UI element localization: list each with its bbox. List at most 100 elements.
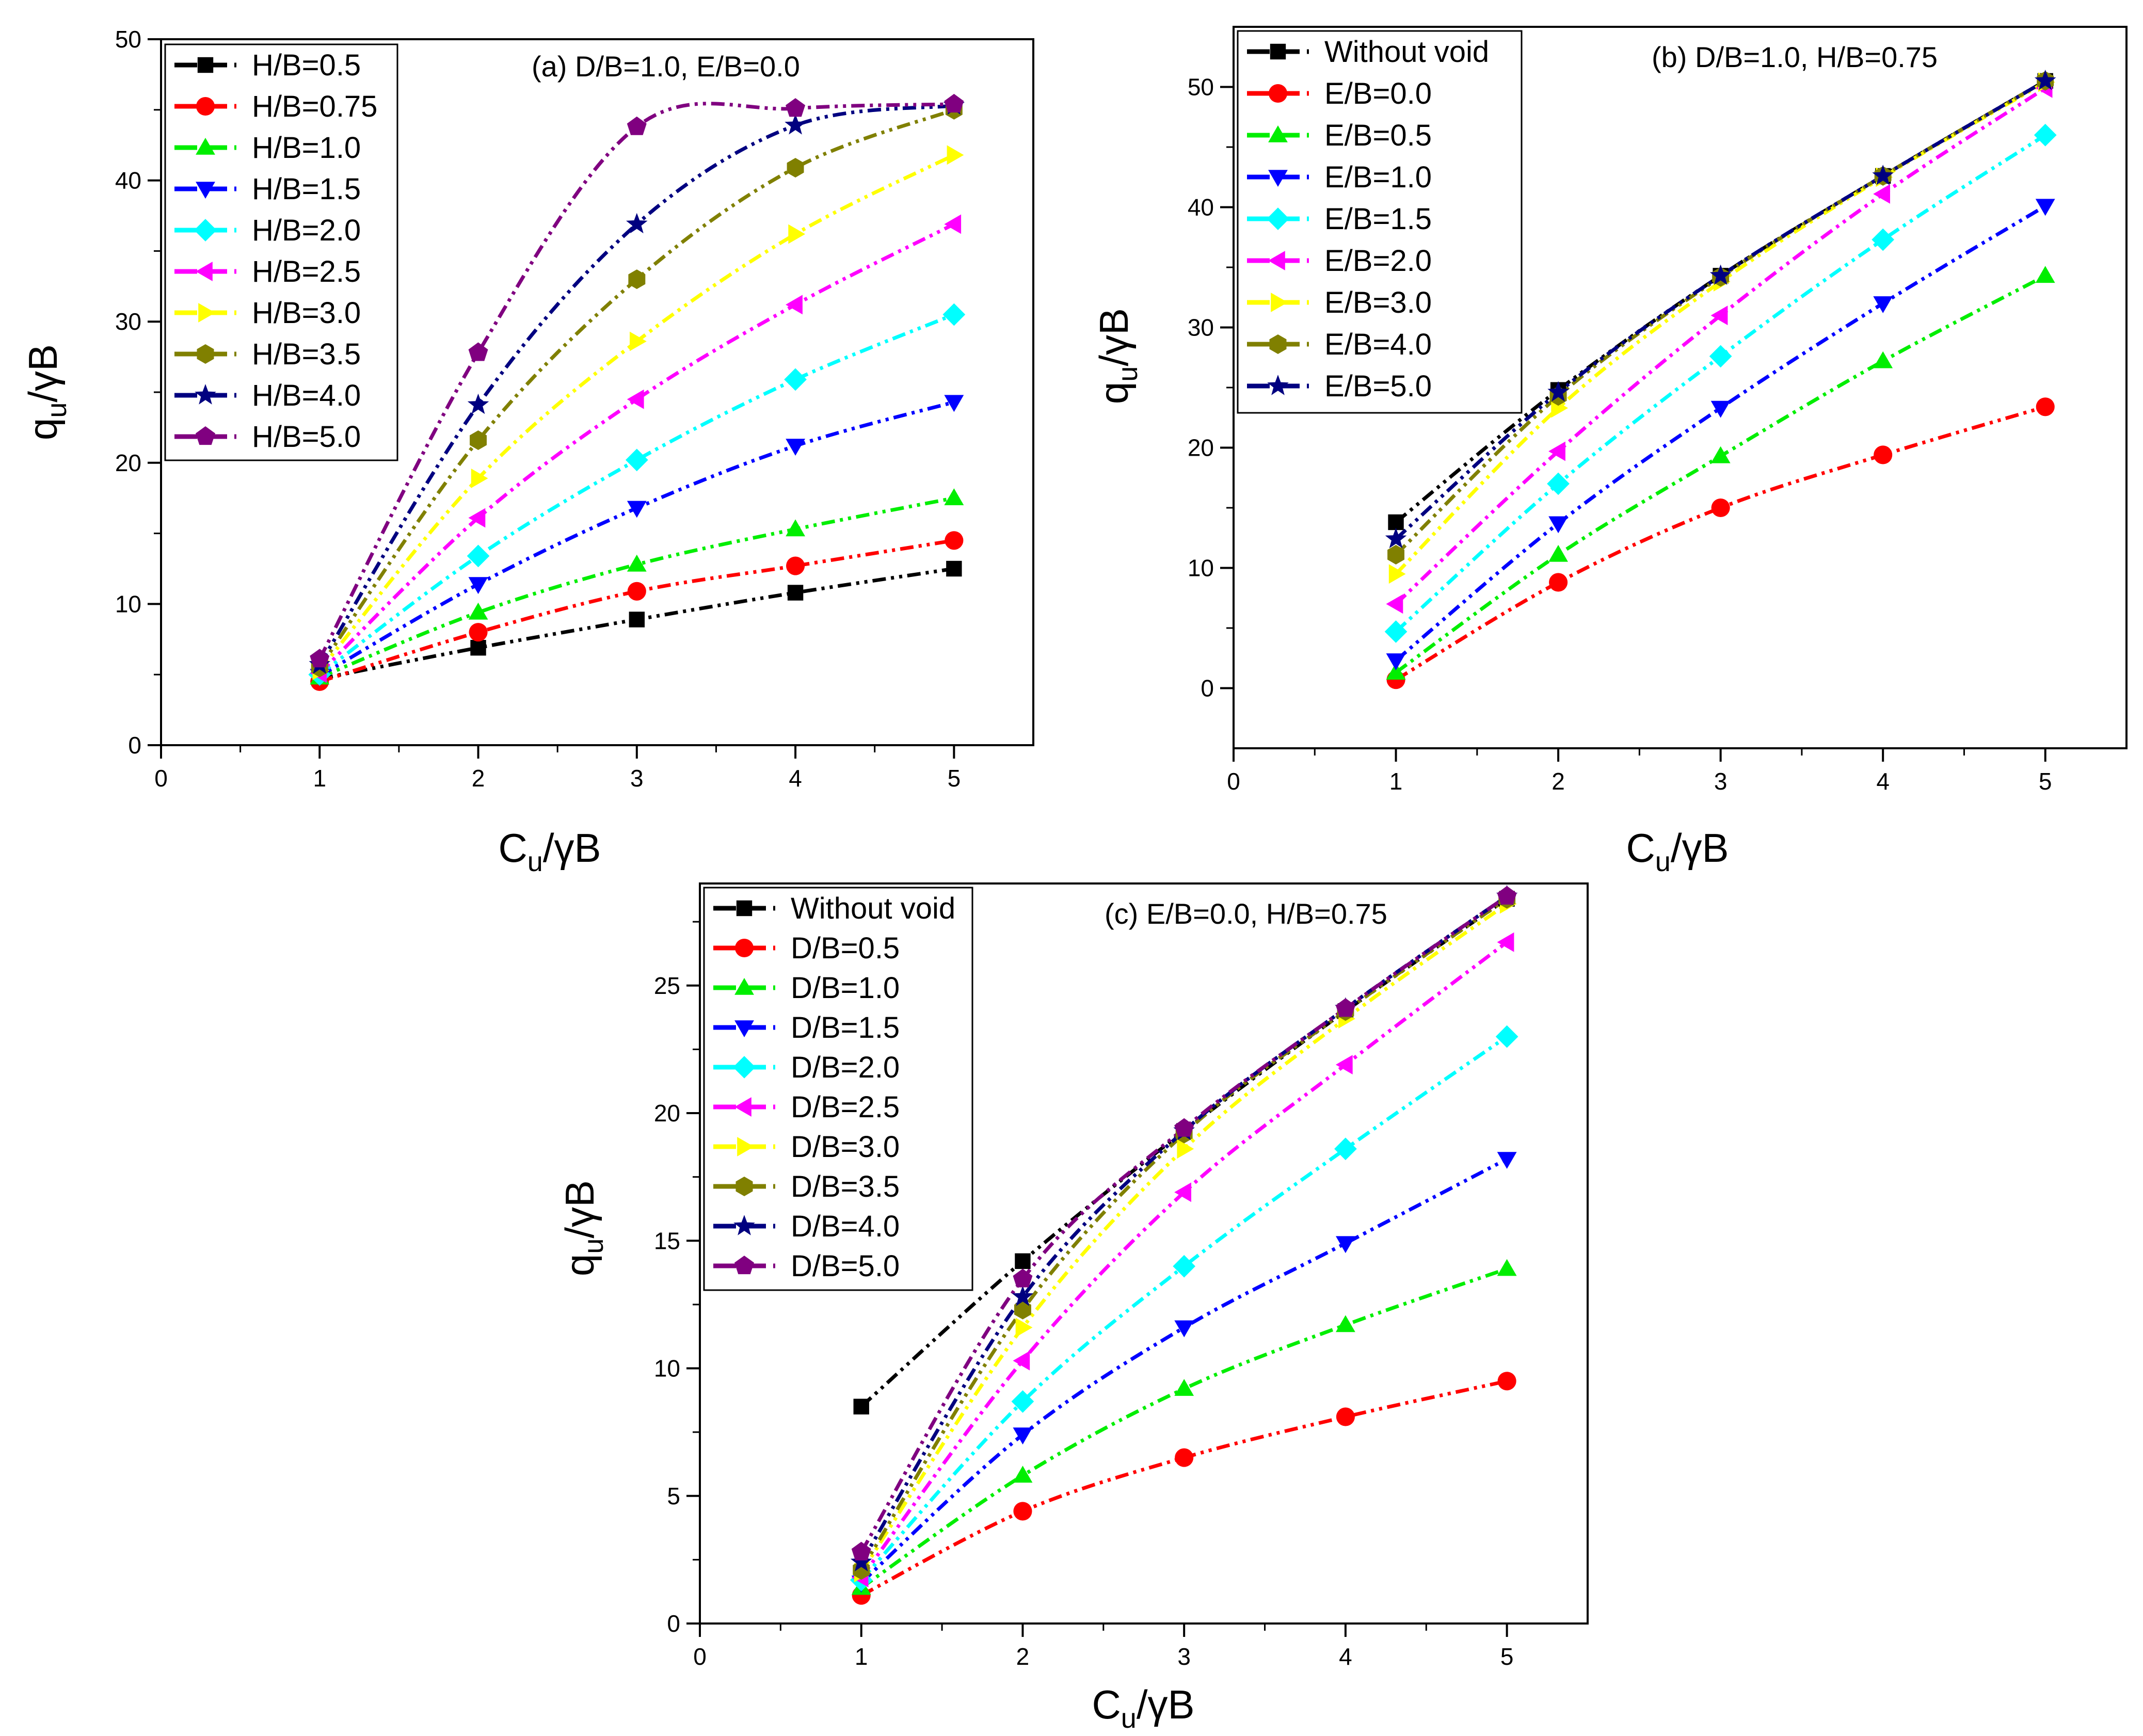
data-point-E/B=5.0-3 [1709,264,1732,285]
data-point-H/B=1.0-4 [786,519,805,537]
y-tick-label: 50 [1188,74,1214,101]
data-point-H/B=0.5-3 [629,612,645,628]
y-tick-label: 15 [654,1227,680,1254]
x-tick-label: 5 [948,765,961,792]
legend-marker-E/B=0.0 [1268,84,1288,103]
data-point-D/B=3.0-2 [1015,1317,1033,1338]
data-point-H/B=2.0-5 [942,303,966,326]
data-point-H/B=5.0-2 [468,342,488,361]
data-point-E/B=0.5-1 [1386,663,1406,680]
data-point-E/B=1.5-4 [1872,228,1894,251]
data-point-H/B=0.5-4 [787,585,804,601]
data-point-H/B=2.5-2 [468,508,486,528]
legend-label: H/B=0.75 [252,90,377,123]
series-line-D/B=2.5 [859,940,1508,1579]
data-point-H/B=2.5-4 [786,295,803,315]
x-tick-label: 2 [472,765,485,792]
data-point-E/B=2.0-2 [1548,441,1565,461]
panel-c-markers [850,885,1518,1605]
data-point-E/B=1.5-1 [1384,620,1408,643]
series-line-D/B=3.5 [859,897,1508,1571]
data-point-H/B=2.0-4 [784,368,807,391]
legend-label: E/B=3.0 [1324,286,1432,319]
legend-label: D/B=3.5 [791,1170,900,1203]
legend-marker-Without void [1270,43,1286,60]
data-point-H/B=3.0-3 [630,331,647,351]
data-point-H/B=3.0-4 [788,224,806,244]
legend-marker-H/B=0.75 [196,97,215,116]
legend-marker-H/B=5.0 [196,426,215,445]
legend-marker-H/B=1.0 [196,138,215,155]
panel-c-annotation: (c) E/B=0.0, H/B=0.75 [1105,897,1387,930]
legend-label: D/B=1.0 [791,971,900,1005]
data-point-E/B=5.0-2 [1547,381,1569,401]
x-tick-label: 1 [313,765,326,792]
data-point-D/B=1.0-5 [1497,1259,1517,1276]
legend-marker-D/B=1.0 [734,978,754,995]
data-point-H/B=4.0-3 [626,213,648,234]
data-point-D/B=1.5-2 [1013,1427,1033,1445]
panel-a-x-axis-title: Cu/γB [498,825,601,877]
data-point-H/B=0.75-3 [627,582,646,601]
data-point-D/B=5.0-2 [1013,1268,1033,1288]
data-point-E/B=0.0-4 [1874,445,1893,464]
data-point-E/B=2.0-1 [1386,594,1403,614]
data-point-H/B=1.0-2 [468,602,488,620]
legend-marker-H/B=1.5 [196,182,215,199]
panel-b-x-axis-title: Cu/γB [1626,825,1729,877]
series-line-D/B=3.0 [859,902,1508,1574]
data-point-D/B=3.5-2 [1014,1299,1031,1320]
legend-label: H/B=2.0 [252,214,361,247]
legend-label: Without void [1324,35,1489,69]
legend-marker-H/B=2.5 [196,262,213,281]
x-tick-label: 0 [1227,768,1240,795]
y-tick-label: 10 [115,590,141,617]
data-point-D/B=1.5-3 [1174,1320,1194,1338]
series-line-E/B=0.0 [1395,405,2046,682]
series-line-H/B=3.5 [318,108,955,669]
y-tick-label: 20 [1188,435,1214,461]
legend-marker-E/B=1.5 [1267,207,1289,230]
data-point-E/B=0.5-4 [1873,351,1893,368]
data-point-H/B=3.5-4 [787,158,804,178]
data-point-E/B=1.0-3 [1710,400,1731,418]
legend-marker-H/B=0.5 [197,57,214,73]
legend-label: D/B=3.0 [791,1130,900,1164]
data-point-H/B=2.5-5 [944,214,962,234]
data-point-D/B=2.5-2 [1013,1351,1030,1371]
series-line-D/B=1.5 [860,1157,1508,1584]
x-tick-label: 5 [2039,768,2052,795]
panel-b-legend: Without void E/B=0.0 E/B=0.5 E/B=1.0 E/B=1.5… [1237,30,1523,414]
panel-a-annotation: (a) D/B=1.0, E/B=0.0 [532,50,800,83]
legend-label: Without void [791,892,955,925]
legend-label: E/B=2.0 [1324,244,1432,278]
legend-label: D/B=1.5 [791,1011,900,1044]
legend-label: H/B=4.0 [252,379,361,412]
x-tick-label: 1 [1389,768,1403,795]
x-tick-label: 4 [1339,1643,1352,1670]
y-tick-label: 30 [115,308,141,335]
data-point-E/B=2.0-3 [1710,306,1728,326]
data-point-E/B=0.5-2 [1548,544,1568,562]
data-point-H/B=3.0-5 [947,145,964,165]
data-point-E/B=1.5-3 [1709,345,1732,368]
data-point-D/B=2.0-2 [1011,1390,1034,1413]
data-point-D/B=0.5-5 [1497,1372,1516,1391]
data-point-E/B=1.5-2 [1547,472,1570,495]
data-point-D/B=0.5-3 [1175,1448,1194,1467]
data-point-H/B=1.5-3 [627,501,647,518]
data-point-E/B=1.5-5 [2034,123,2057,147]
legend-marker-E/B=5.0 [1267,375,1289,395]
panel-b-markers [1384,70,2057,689]
series-line-E/B=1.0 [1395,204,2046,662]
legend-marker-E/B=2.0 [1268,251,1285,270]
x-tick-label: 4 [1876,768,1890,795]
panel-a-y-axis-title: qu/γB [20,344,72,440]
legend-marker-D/B=5.0 [734,1256,754,1275]
data-point-E/B=0.0-2 [1549,573,1568,592]
panel-c-x-axis-title: Cu/γB [1092,1682,1194,1734]
data-point-E/B=1.0-1 [1386,653,1406,670]
legend-marker-E/B=0.5 [1268,125,1288,142]
